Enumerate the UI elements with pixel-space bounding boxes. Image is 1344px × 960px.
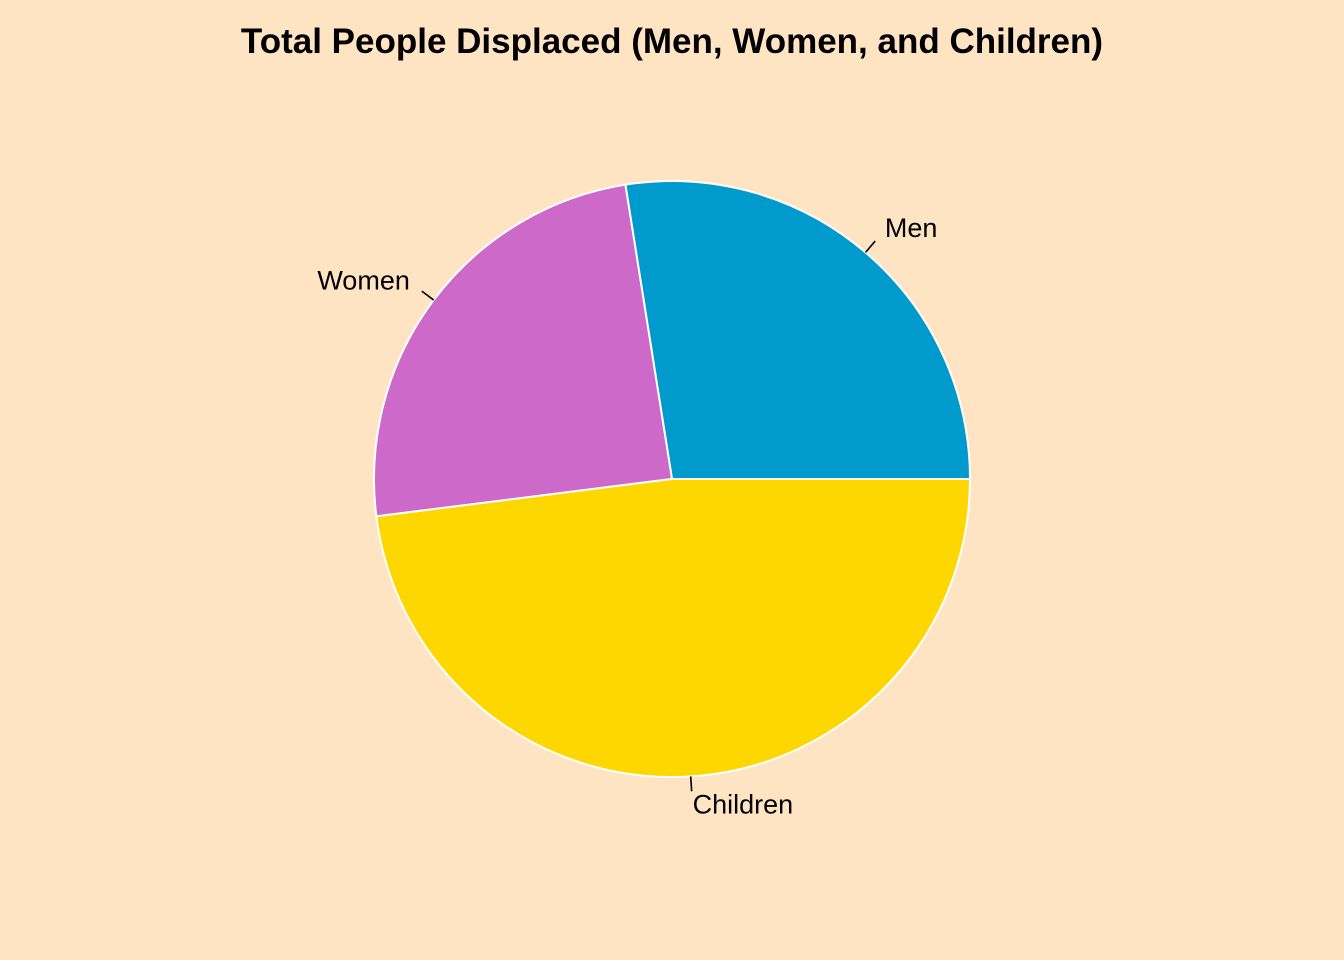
slice-label-men: Men [885,213,938,243]
pie-labels: Men Women Children [317,213,937,819]
slice-label-children: Children [693,789,794,819]
chart-title: Total People Displaced (Men, Women, and … [241,22,1103,61]
pie-slice-children [375,478,972,778]
leader-line-women [421,290,435,301]
pie-slice-men [624,180,972,480]
slice-label-women: Women [317,265,410,295]
pie-slice-women [373,183,674,518]
leader-line-men [864,240,876,253]
pie-slices [373,180,972,778]
leader-line-children [689,776,693,792]
